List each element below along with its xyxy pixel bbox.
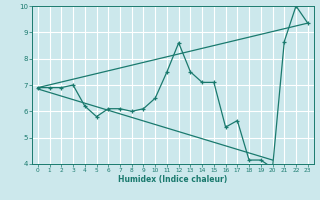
X-axis label: Humidex (Indice chaleur): Humidex (Indice chaleur) (118, 175, 228, 184)
